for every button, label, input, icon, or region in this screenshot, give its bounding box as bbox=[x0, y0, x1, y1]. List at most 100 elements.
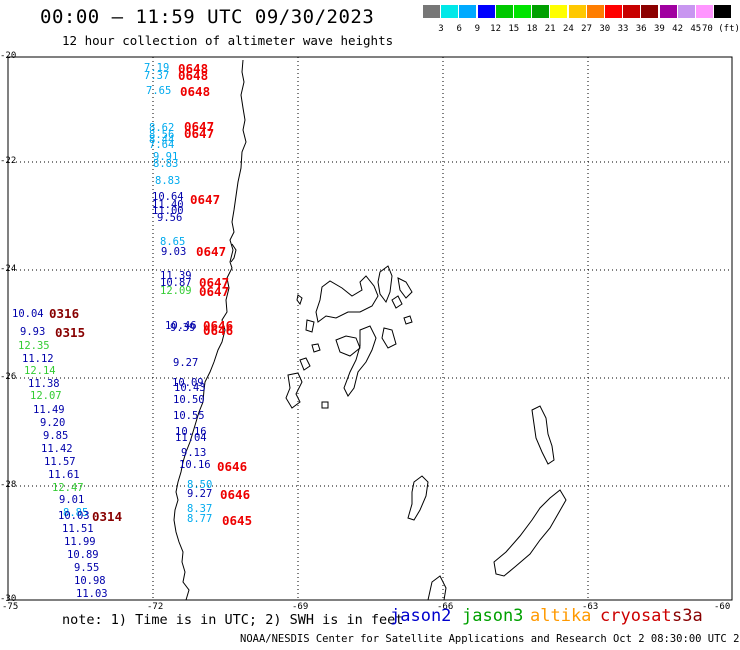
footer-note: note: 1) Time is in UTC; 2) SWH is in fe… bbox=[62, 612, 404, 628]
latitude-tick: -22 bbox=[0, 156, 17, 166]
legend-label: 3 bbox=[438, 24, 444, 34]
pass-time: 0648 bbox=[178, 61, 209, 76]
legend-swatch bbox=[659, 5, 677, 18]
wave-height-value: 8.77 bbox=[187, 513, 213, 525]
legend-label: 70 (ft) bbox=[702, 24, 740, 34]
legend-swatch bbox=[714, 5, 732, 18]
legend-swatch bbox=[441, 5, 459, 18]
legend-swatch bbox=[641, 5, 659, 18]
wave-height-value: 8.85 bbox=[63, 507, 89, 519]
map-frame bbox=[7, 56, 733, 601]
footer-credit: NOAA/NESDIS Center for Satellite Applica… bbox=[240, 633, 740, 645]
latitude-tick: -24 bbox=[0, 264, 17, 274]
latitude-tick: -26 bbox=[0, 372, 17, 382]
wave-height-value: 9.03 bbox=[161, 246, 187, 258]
legend-label: 21 bbox=[544, 24, 556, 34]
wave-height-value: 8.62 bbox=[149, 122, 175, 134]
latitude-tick: -30 bbox=[0, 594, 17, 604]
graticule bbox=[8, 57, 732, 600]
coastline bbox=[173, 59, 247, 601]
longitude-tick: -63 bbox=[582, 602, 599, 612]
wave-height-value: 8.56 bbox=[149, 129, 175, 141]
wave-height-value: 10.09 bbox=[172, 377, 204, 389]
wave-height-value: 9.39 bbox=[170, 322, 196, 334]
legend-label: 15 bbox=[508, 24, 520, 34]
wave-height-value: 9.13 bbox=[181, 447, 207, 459]
pass-time: 0647 bbox=[190, 192, 221, 207]
wave-height-value: 10.89 bbox=[67, 549, 99, 561]
satellite-name: jason3 bbox=[462, 606, 524, 626]
pass-time: 0316 bbox=[49, 306, 80, 321]
wave-height-value: 10.50 bbox=[173, 394, 205, 406]
wave-height-value: 10.87 bbox=[160, 277, 192, 289]
legend-label: 45 bbox=[690, 24, 702, 34]
pass-time: 0648 bbox=[178, 68, 209, 83]
wave-height-value: 7.65 bbox=[146, 85, 172, 97]
wave-height-value: 11.40 bbox=[152, 199, 184, 211]
pass-time: 0647 bbox=[199, 275, 230, 290]
latitude-tick: -28 bbox=[0, 480, 17, 490]
pass-time: 0647 bbox=[184, 126, 215, 141]
wave-height-value: 11.38 bbox=[28, 378, 60, 390]
pass-time: 0646 bbox=[203, 323, 234, 338]
satellite-name: s3a bbox=[672, 606, 703, 626]
pass-time: 0648 bbox=[180, 84, 211, 99]
wave-height-value: 10.98 bbox=[74, 575, 106, 587]
map-title: 00:00 – 11:59 UTC 09/30/2023 bbox=[40, 6, 375, 28]
wave-height-value: 12.47 bbox=[52, 482, 84, 494]
wave-height-value: 10.16 bbox=[179, 459, 211, 471]
wave-height-value: 9.55 bbox=[74, 562, 100, 574]
wave-height-value: 11.99 bbox=[64, 536, 96, 548]
wave-height-value: 7.37 bbox=[144, 70, 170, 82]
wave-height-value: 8.83 bbox=[155, 175, 181, 187]
wave-height-value: 12.09 bbox=[160, 285, 192, 297]
longitude-tick: -60 bbox=[714, 602, 731, 612]
wave-height-value: 12.07 bbox=[30, 390, 62, 402]
latitude-tick: -20 bbox=[0, 51, 17, 61]
legend-label: 39 bbox=[653, 24, 665, 34]
legend-label: 18 bbox=[526, 24, 538, 34]
satellite-name: cryosat bbox=[600, 606, 672, 626]
wave-height-value: 10.64 bbox=[152, 191, 184, 203]
longitude-tick: -75 bbox=[2, 602, 19, 612]
wave-height-value: 9.56 bbox=[157, 212, 183, 224]
wave-height-value: 11.04 bbox=[175, 432, 207, 444]
longitude-tick: -72 bbox=[147, 602, 164, 612]
legend-swatch bbox=[514, 5, 531, 18]
longitude-tick: -66 bbox=[437, 602, 454, 612]
pass-time: 0647 bbox=[199, 284, 230, 299]
wave-height-value: 12.14 bbox=[24, 365, 56, 377]
wave-height-value: 11.49 bbox=[33, 404, 65, 416]
legend-swatch bbox=[623, 5, 641, 18]
satellite-name: altika bbox=[530, 606, 592, 626]
legend-swatch bbox=[532, 5, 550, 18]
legend-swatch bbox=[586, 5, 604, 18]
legend-label: 24 bbox=[562, 24, 574, 34]
longitude-tick: -69 bbox=[292, 602, 309, 612]
wave-height-value: 9.91 bbox=[153, 151, 179, 163]
legend-swatch bbox=[423, 5, 440, 18]
pass-time: 0315 bbox=[55, 325, 86, 340]
legend-swatch bbox=[477, 5, 495, 18]
wave-height-value: 9.20 bbox=[40, 417, 66, 429]
inland-lakes bbox=[285, 265, 555, 521]
pass-time: 0314 bbox=[92, 509, 123, 524]
wave-height-value: 9.85 bbox=[43, 430, 69, 442]
wave-height-value: 8.50 bbox=[187, 479, 213, 491]
legend-swatch bbox=[495, 5, 513, 18]
pass-time: 0647 bbox=[196, 244, 227, 259]
legend-label: 12 bbox=[490, 24, 502, 34]
pass-time: 0647 bbox=[184, 119, 215, 134]
wave-height-value: 9.27 bbox=[187, 488, 213, 500]
legend-swatch bbox=[550, 5, 568, 18]
wave-height-value: 11.03 bbox=[76, 588, 108, 600]
wave-height-value: 10.55 bbox=[173, 410, 205, 422]
pass-time: 0646 bbox=[217, 459, 248, 474]
wave-height-value: 9.01 bbox=[59, 494, 85, 506]
satellite-name: jason2 bbox=[390, 606, 452, 626]
legend-swatch bbox=[605, 5, 622, 18]
wave-height-value: 10.03 bbox=[58, 510, 90, 522]
wave-height-value: 11.12 bbox=[22, 353, 54, 365]
pass-time: 0646 bbox=[203, 318, 234, 333]
